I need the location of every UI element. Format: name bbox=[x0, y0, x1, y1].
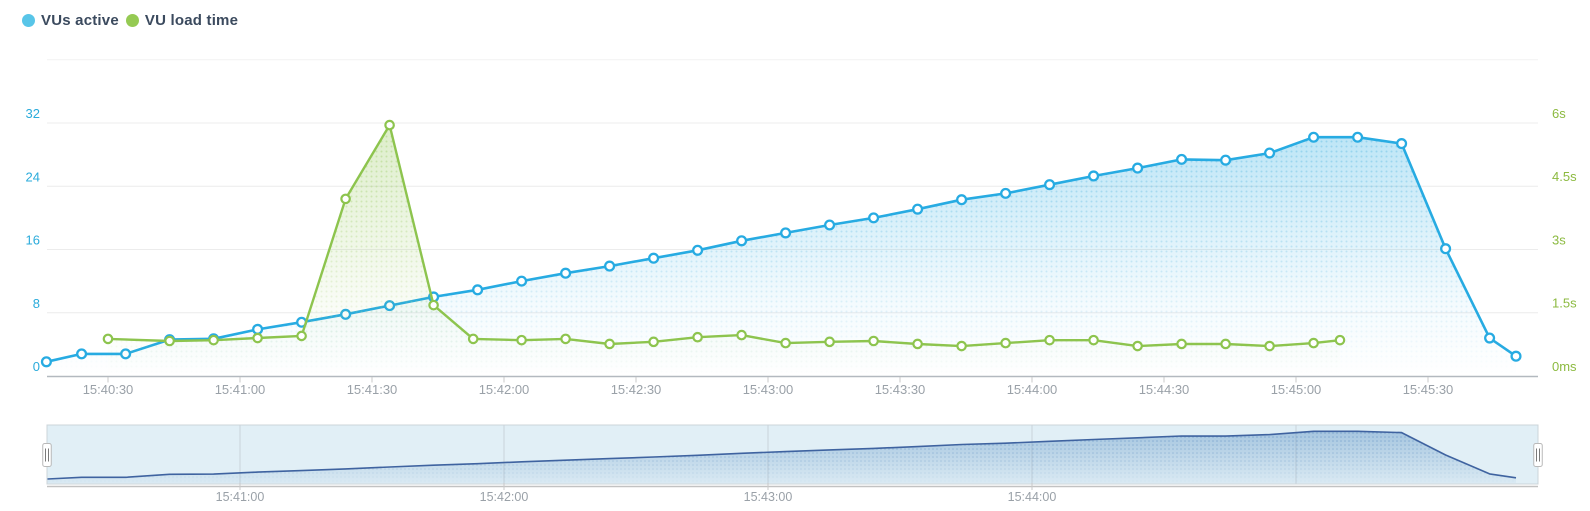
x-axis-label: 15:45:30 bbox=[1403, 382, 1454, 397]
vu-load-time-point[interactable] bbox=[1220, 338, 1231, 350]
vu-load-time-point[interactable] bbox=[868, 335, 879, 347]
vu-load-time-point[interactable] bbox=[1044, 334, 1055, 346]
vus-active-point[interactable] bbox=[1176, 153, 1188, 165]
vus-active-point[interactable] bbox=[472, 284, 484, 296]
y-axis-left-label: 32 bbox=[26, 106, 40, 121]
x-axis-label: 15:44:30 bbox=[1139, 382, 1190, 397]
vu-load-time-point[interactable] bbox=[467, 333, 479, 345]
vus-active-point[interactable] bbox=[1132, 162, 1144, 174]
vus-active-point[interactable] bbox=[1000, 187, 1012, 199]
vus-active-point[interactable] bbox=[516, 275, 528, 287]
vus-active-point[interactable] bbox=[1352, 131, 1364, 143]
navigator-axis-label: 15:42:00 bbox=[480, 490, 529, 504]
vu-load-time-point[interactable] bbox=[648, 336, 659, 348]
vus-active-point[interactable] bbox=[1440, 243, 1452, 255]
vus-active-point[interactable] bbox=[1088, 170, 1100, 182]
navigator-axis-label: 15:44:00 bbox=[1008, 490, 1057, 504]
vu-load-time-point[interactable] bbox=[1264, 340, 1275, 352]
vu-load-time-point[interactable] bbox=[824, 336, 835, 348]
x-axis-label: 15:44:00 bbox=[1007, 382, 1058, 397]
vu-load-time-point[interactable] bbox=[1000, 337, 1011, 349]
navigator-right-handle-grip[interactable] bbox=[1533, 443, 1543, 467]
vu-load-time-point[interactable] bbox=[692, 331, 703, 343]
y-axis-left-label: 0 bbox=[33, 359, 40, 374]
vu-load-time-point[interactable] bbox=[604, 338, 615, 350]
vu-load-time-area-texture bbox=[108, 125, 1340, 376]
y-axis-right-label: 3s bbox=[1552, 232, 1566, 247]
vu-load-time-point[interactable] bbox=[428, 299, 439, 311]
vus-active-point[interactable] bbox=[1510, 350, 1522, 362]
y-axis-left-label: 24 bbox=[26, 169, 40, 184]
navigator-axis-label: 15:41:00 bbox=[216, 490, 265, 504]
vu-load-time-point[interactable] bbox=[560, 333, 571, 345]
vu-load-time-point[interactable] bbox=[252, 332, 263, 344]
vus-active-point[interactable] bbox=[1484, 332, 1496, 344]
legend-label-vus-active: VUs active bbox=[41, 12, 119, 29]
vu-load-time-point[interactable] bbox=[1088, 334, 1099, 346]
y-axis-right-label: 1.5s bbox=[1552, 296, 1577, 311]
vus-active-point[interactable] bbox=[956, 194, 968, 206]
x-axis-label: 15:45:00 bbox=[1271, 382, 1322, 397]
vus-active-point[interactable] bbox=[1220, 154, 1232, 166]
x-axis-label: 15:43:00 bbox=[743, 382, 794, 397]
legend-label-vu-load-time: VU load time bbox=[144, 12, 239, 29]
navigator-axis-label: 15:43:00 bbox=[744, 490, 793, 504]
vu-load-time-point[interactable] bbox=[1176, 338, 1187, 350]
navigator-right-handle[interactable] bbox=[1533, 443, 1543, 467]
vu-load-time-dot-icon bbox=[125, 14, 139, 27]
y-axis-left-label: 8 bbox=[33, 296, 40, 311]
vu-load-time-point[interactable] bbox=[296, 330, 307, 342]
navigator-series-line bbox=[47, 430, 1517, 480]
vus-active-point[interactable] bbox=[252, 323, 264, 335]
x-axis-label: 15:42:00 bbox=[479, 382, 530, 397]
legend-item-vus-active[interactable]: VUs active bbox=[22, 12, 119, 29]
vus-active-point[interactable] bbox=[912, 203, 924, 215]
vu-load-time-point[interactable] bbox=[102, 333, 114, 345]
vus-active-point[interactable] bbox=[824, 219, 836, 231]
vu-load-time-point[interactable] bbox=[1308, 337, 1319, 349]
x-axis-label: 15:42:30 bbox=[611, 382, 662, 397]
vu-load-time-point[interactable] bbox=[912, 338, 923, 350]
vus-active-point[interactable] bbox=[868, 212, 880, 224]
vu-load-time-point[interactable] bbox=[780, 337, 791, 349]
navigator-series-area-texture bbox=[47, 431, 1516, 483]
vu-load-time-point[interactable] bbox=[164, 335, 175, 347]
vus-active-point[interactable] bbox=[76, 348, 88, 360]
x-axis-label: 15:43:30 bbox=[875, 382, 926, 397]
vus-active-point[interactable] bbox=[1396, 138, 1408, 150]
y-axis-right-label: 6s bbox=[1552, 106, 1566, 121]
vu-load-time-point[interactable] bbox=[384, 119, 395, 131]
vus-active-dot-icon bbox=[22, 14, 35, 27]
navigator-left-handle[interactable] bbox=[42, 443, 52, 467]
legend-item-vu-load-time[interactable]: VU load time bbox=[125, 12, 239, 29]
vu-load-time-point[interactable] bbox=[340, 193, 351, 205]
vu-load-time-point[interactable] bbox=[516, 334, 527, 346]
vu-load-time-point[interactable] bbox=[1334, 334, 1346, 346]
vus-active-point[interactable] bbox=[560, 267, 572, 279]
vus-active-point[interactable] bbox=[1308, 131, 1320, 143]
vu-load-time-point[interactable] bbox=[956, 340, 967, 352]
x-axis-label: 15:40:30 bbox=[83, 382, 134, 397]
vus-active-point[interactable] bbox=[648, 252, 660, 264]
vu-load-time-point[interactable] bbox=[208, 334, 219, 346]
vus-active-point[interactable] bbox=[604, 260, 616, 272]
y-axis-right-label: 4.5s bbox=[1552, 169, 1577, 184]
vus-active-point[interactable] bbox=[1264, 147, 1276, 159]
y-axis-right-label: 0ms bbox=[1552, 359, 1577, 374]
legend: VUs active VU load time bbox=[22, 12, 245, 29]
vu-load-time-point[interactable] bbox=[736, 329, 747, 341]
vus-active-point[interactable] bbox=[780, 227, 792, 239]
vus-active-point[interactable] bbox=[40, 356, 52, 368]
navigator-left-handle-grip[interactable] bbox=[42, 443, 52, 467]
vus-active-point[interactable] bbox=[692, 244, 704, 256]
vus-active-point[interactable] bbox=[736, 235, 748, 247]
y-axis-left-label: 16 bbox=[26, 233, 40, 248]
x-axis-label: 15:41:00 bbox=[215, 382, 266, 397]
x-axis-label: 15:41:30 bbox=[347, 382, 398, 397]
vus-active-point[interactable] bbox=[1044, 179, 1056, 191]
vu-load-time-point[interactable] bbox=[1132, 340, 1143, 352]
